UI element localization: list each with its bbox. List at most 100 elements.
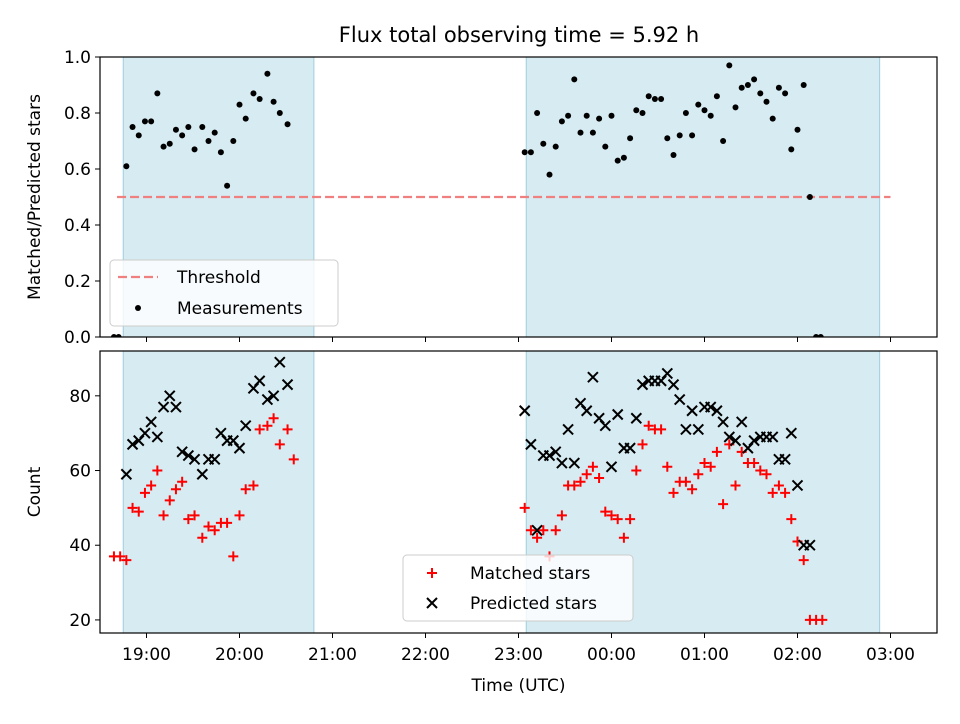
y-tick-label: 40 xyxy=(69,536,91,556)
data-point-2-44 xyxy=(624,442,636,454)
data-point-1-7 xyxy=(146,480,157,491)
legend-predicted-swatch xyxy=(426,597,438,609)
y-tick-label: 0.0 xyxy=(64,328,91,348)
x-tick-label: 02:00 xyxy=(773,645,822,665)
data-point-1-6 xyxy=(139,487,150,498)
matched-ratio-panel: 0.0 0.2 0.4 0.6 0.8 1.0 Matched/Predicted star… xyxy=(25,48,938,348)
data-point-2-25 xyxy=(274,356,286,368)
data-point-1-61 xyxy=(711,446,722,457)
data-point-1-48 xyxy=(631,465,642,476)
data-point-2-50 xyxy=(661,367,674,380)
data-point-1-7 xyxy=(148,118,155,125)
data-point-2-38 xyxy=(587,371,599,383)
x-tick-label: 03:00 xyxy=(866,645,915,665)
y-tick-label: 20 xyxy=(69,611,91,631)
data-point-1-57 xyxy=(695,101,702,108)
x-tick-label: 20:00 xyxy=(215,645,264,665)
x-tick-label: 21:00 xyxy=(308,645,357,665)
data-point-1-52 xyxy=(664,135,671,142)
data-point-1-33 xyxy=(546,171,553,178)
data-point-1-36 xyxy=(556,510,567,521)
data-point-2-52 xyxy=(673,393,686,406)
data-point-1-50 xyxy=(651,96,658,102)
data-point-1-2 xyxy=(115,551,126,562)
data-point-1-75 xyxy=(798,555,809,566)
data-point-1-45 xyxy=(620,154,627,161)
data-point-2-69 xyxy=(779,453,791,466)
data-point-2-2 xyxy=(126,438,139,451)
data-point-1-25 xyxy=(264,70,271,77)
data-point-1-29 xyxy=(521,149,528,156)
data-point-2-53 xyxy=(680,423,692,436)
data-point-1-42 xyxy=(602,143,609,150)
data-point-1-25 xyxy=(262,420,273,431)
legend-matched-swatch xyxy=(427,568,437,578)
data-point-1-72 xyxy=(780,487,791,498)
data-point-1-31 xyxy=(525,525,536,536)
data-point-1-8 xyxy=(152,465,163,476)
data-point-1-63 xyxy=(732,104,739,111)
data-point-2-31 xyxy=(543,449,556,462)
legend-box xyxy=(109,259,339,327)
data-point-2-13 xyxy=(196,468,209,480)
data-point-1-23 xyxy=(250,90,257,97)
data-point-1-72 xyxy=(788,146,795,153)
data-point-1-53 xyxy=(670,152,677,158)
data-point-1-12 xyxy=(179,132,186,139)
data-point-1-34 xyxy=(552,143,559,150)
data-point-1-15 xyxy=(199,124,206,130)
data-point-1-45 xyxy=(612,514,623,525)
data-point-1-1 xyxy=(110,334,117,337)
data-point-1-24 xyxy=(254,424,265,435)
data-point-1-11 xyxy=(170,484,181,495)
data-point-2-4 xyxy=(139,427,151,439)
data-point-1-43 xyxy=(608,112,615,119)
count-panel: 20 40 60 80 19:00 20:00 21:00 22:00 23:00 00:00 01… xyxy=(25,350,938,696)
data-point-1-49 xyxy=(645,93,652,100)
data-point-2-61 xyxy=(729,434,742,447)
data-point-2-64 xyxy=(748,434,760,447)
legend: Matched stars Predicted stars xyxy=(402,554,634,622)
data-point-1-67 xyxy=(749,458,760,469)
data-point-2-40 xyxy=(599,419,612,432)
data-point-1-76 xyxy=(813,334,820,337)
data-point-2-58 xyxy=(711,405,723,417)
data-point-2-32 xyxy=(549,446,562,458)
data-point-1-32 xyxy=(540,140,547,147)
data-point-1-5 xyxy=(135,132,142,139)
data-point-2-35 xyxy=(568,457,581,469)
data-point-2-8 xyxy=(164,390,176,402)
data-point-1-4 xyxy=(127,502,138,513)
data-point-1-29 xyxy=(288,454,299,465)
data-point-1-56 xyxy=(680,476,691,487)
data-point-1-24 xyxy=(256,96,263,102)
data-point-1-37 xyxy=(571,76,578,83)
series-measurements xyxy=(110,62,824,337)
data-point-1-17 xyxy=(211,129,218,136)
data-point-1-69 xyxy=(761,469,772,480)
data-point-2-9 xyxy=(170,401,182,413)
data-point-1-71 xyxy=(773,480,784,491)
data-point-2-5 xyxy=(145,416,157,428)
data-point-2-67 xyxy=(766,431,779,443)
data-point-2-51 xyxy=(667,378,680,391)
data-point-1-46 xyxy=(627,135,634,142)
data-point-1-10 xyxy=(164,495,175,506)
data-point-2-73 xyxy=(804,539,816,551)
data-point-2-15 xyxy=(208,453,221,466)
data-point-1-5 xyxy=(133,506,144,517)
data-point-1-26 xyxy=(270,98,277,105)
data-point-1-38 xyxy=(577,129,584,136)
data-point-2-42 xyxy=(611,408,624,421)
data-point-2-11 xyxy=(182,449,195,462)
data-point-1-44 xyxy=(606,510,617,521)
data-point-1-74 xyxy=(800,82,807,88)
x-tick-label: 01:00 xyxy=(680,645,729,665)
data-point-2-7 xyxy=(157,401,170,413)
data-point-1-38 xyxy=(569,480,580,491)
data-point-2-34 xyxy=(562,423,574,436)
x-tick-label: 19:00 xyxy=(122,645,171,665)
data-point-1-27 xyxy=(274,439,285,450)
data-point-1-58 xyxy=(701,107,708,114)
data-point-1-28 xyxy=(284,121,291,128)
